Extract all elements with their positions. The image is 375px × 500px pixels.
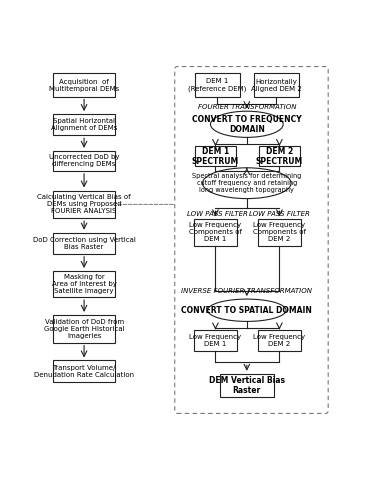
Text: Acquisition  of
Multitemporal DEMs: Acquisition of Multitemporal DEMs	[49, 78, 119, 92]
FancyBboxPatch shape	[258, 330, 301, 351]
Text: Calculating Vertical Bias of
DEMs using Proposed
FOURIER ANALYSIS: Calculating Vertical Bias of DEMs using …	[37, 194, 131, 214]
FancyBboxPatch shape	[53, 232, 116, 254]
Text: Low Frequency
Components of
DEM 1: Low Frequency Components of DEM 1	[189, 222, 242, 242]
Text: DEM Vertical Bias
Raster: DEM Vertical Bias Raster	[209, 376, 285, 395]
Text: Uncorrected DoD by
differencing DEMs: Uncorrected DoD by differencing DEMs	[49, 154, 119, 168]
FancyBboxPatch shape	[53, 74, 116, 96]
FancyBboxPatch shape	[194, 330, 237, 351]
FancyBboxPatch shape	[254, 74, 299, 96]
Text: CONVERT TO FREQUENCY
DOMAIN: CONVERT TO FREQUENCY DOMAIN	[192, 114, 302, 134]
Text: Horizontally
Aligned DEM 2: Horizontally Aligned DEM 2	[251, 78, 302, 92]
FancyBboxPatch shape	[259, 146, 300, 167]
Text: LOW PASS FILTER: LOW PASS FILTER	[249, 211, 310, 217]
FancyBboxPatch shape	[53, 151, 116, 171]
Text: Low Frequency
Components of
DEM 2: Low Frequency Components of DEM 2	[253, 222, 306, 242]
Text: DEM 2
SPECTRUM: DEM 2 SPECTRUM	[256, 146, 303, 166]
Text: LOW PASS FILTER: LOW PASS FILTER	[187, 211, 248, 217]
FancyBboxPatch shape	[195, 146, 236, 167]
FancyBboxPatch shape	[53, 114, 116, 136]
FancyBboxPatch shape	[195, 74, 240, 96]
FancyBboxPatch shape	[258, 220, 301, 246]
Text: Low Frequency
DEM 2: Low Frequency DEM 2	[254, 334, 305, 347]
FancyBboxPatch shape	[53, 271, 116, 297]
Text: Validation of DoD from
Google Earth Historical
Imageries: Validation of DoD from Google Earth Hist…	[44, 318, 125, 338]
Text: FOURIER TRANSFORMATION: FOURIER TRANSFORMATION	[198, 104, 296, 110]
Ellipse shape	[210, 111, 283, 138]
Text: DEM 1
(Reference DEM): DEM 1 (Reference DEM)	[188, 78, 247, 92]
Text: Masking for
Area of Interest by
Satellite Imagery: Masking for Area of Interest by Satellit…	[52, 274, 117, 294]
Text: Spectral analysis for determining
cutoff frequency and retaining
long wavelength: Spectral analysis for determining cutoff…	[192, 173, 302, 193]
Text: CONVERT TO SPATIAL DOMAIN: CONVERT TO SPATIAL DOMAIN	[182, 306, 312, 315]
FancyBboxPatch shape	[53, 315, 116, 342]
Text: INVERSE FOURIER TRANSFORMATION: INVERSE FOURIER TRANSFORMATION	[182, 288, 312, 294]
Text: Low Frequency
DEM 1: Low Frequency DEM 1	[189, 334, 242, 347]
Text: DoD Correction using Vertical
Bias Raster: DoD Correction using Vertical Bias Raste…	[33, 237, 135, 250]
FancyBboxPatch shape	[220, 374, 274, 397]
FancyBboxPatch shape	[53, 360, 116, 382]
Text: DEM 1
SPECTRUM: DEM 1 SPECTRUM	[192, 146, 239, 166]
Text: Transport Volume/
Denudation Rate Calculation: Transport Volume/ Denudation Rate Calcul…	[34, 364, 134, 378]
Ellipse shape	[202, 168, 291, 198]
Text: Spatial Horizontal
Alignment of DEMs: Spatial Horizontal Alignment of DEMs	[51, 118, 117, 131]
Ellipse shape	[208, 299, 286, 322]
FancyBboxPatch shape	[194, 220, 237, 246]
FancyBboxPatch shape	[53, 190, 116, 218]
